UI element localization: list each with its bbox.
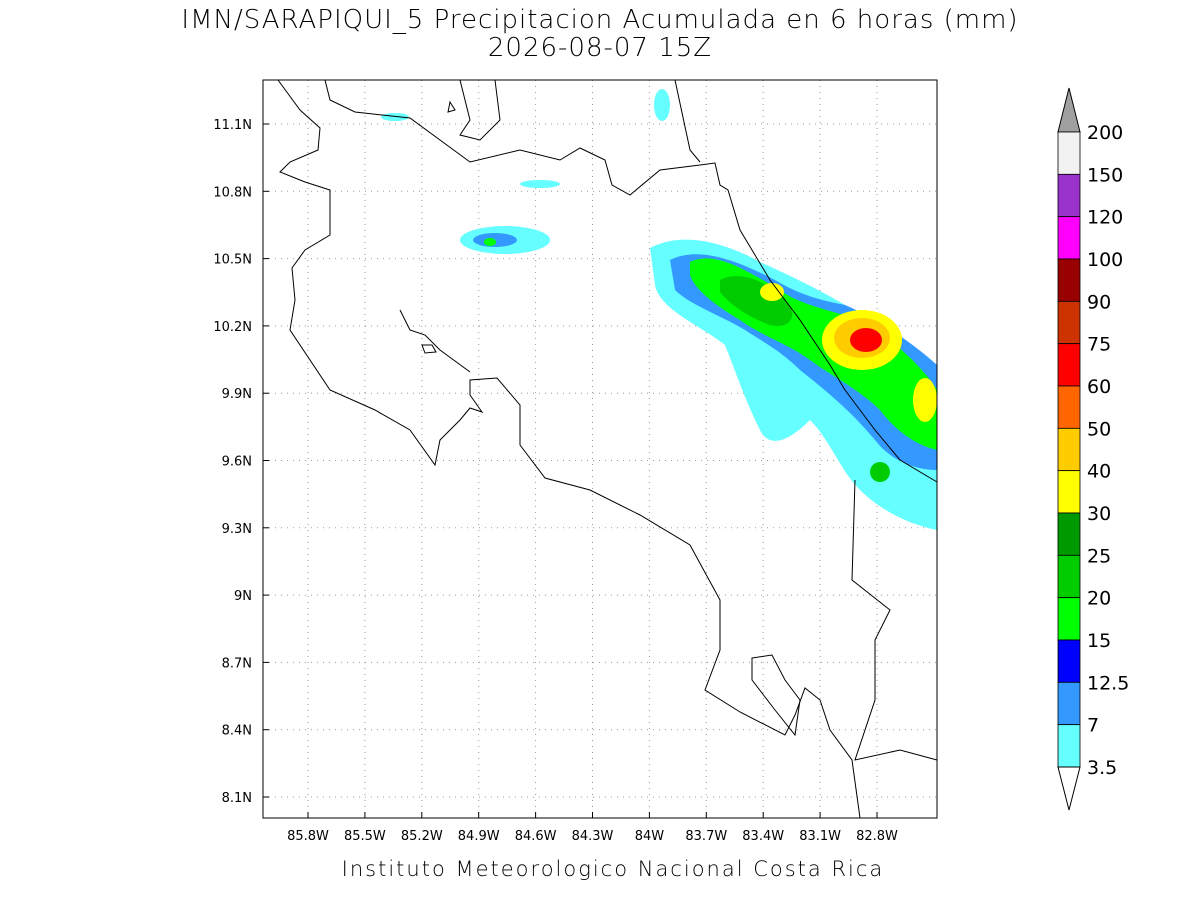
precip-area (381, 113, 409, 121)
colorbar-label: 60 (1087, 376, 1111, 398)
lat-label: 10.8N (213, 185, 252, 200)
lat-label: 9.3N (222, 522, 252, 537)
coastlines (277, 79, 938, 819)
colorbar-swatch (1057, 343, 1081, 387)
colorbar-label: 12.5 (1087, 672, 1129, 694)
colorbar-swatch (1057, 724, 1081, 768)
credit: Instituto Meteorologico Nacional Costa R… (342, 857, 885, 881)
lon-label: 84.9W (458, 829, 500, 844)
colorbar-swatch (1057, 385, 1081, 429)
lon-label: 85.8W (287, 829, 329, 844)
precip-area (913, 378, 937, 422)
precip-area (654, 89, 670, 121)
coastline (447, 100, 456, 113)
coastline (277, 79, 861, 819)
colorbar-label: 50 (1087, 418, 1111, 440)
lat-label: 8.4N (222, 724, 252, 739)
colorbar-label: 40 (1087, 461, 1111, 483)
colorbar-swatch (1057, 512, 1081, 556)
precip-area (760, 283, 784, 301)
colorbar-label: 7 (1087, 715, 1099, 737)
colorbar-label: 20 (1087, 588, 1111, 610)
lat-label: 8.7N (222, 656, 252, 671)
colorbar-swatch (1057, 131, 1081, 175)
precip-area (720, 276, 793, 326)
lon-label: 84.6W (515, 829, 557, 844)
colorbar-swatch (1057, 216, 1081, 260)
colorbar-under (1057, 766, 1081, 811)
lon-label: 85.2W (401, 829, 443, 844)
map-background (263, 80, 937, 818)
precip-area (850, 328, 882, 352)
lat-ticks: 11.1N 10.8N 10.5N 10.2N 9.9N 9.6N 9.3N 9N 8.7N 8.… (213, 118, 269, 806)
lon-label: 84W (635, 829, 665, 844)
colorbar-label: 25 (1087, 545, 1111, 567)
coastline (751, 654, 801, 737)
lon-label: 83.4W (742, 829, 784, 844)
precip-area (520, 180, 560, 188)
colorbar-swatch (1057, 427, 1081, 472)
colorbar-over (1057, 87, 1081, 133)
precip-area (870, 462, 890, 482)
colorbar-swatch (1057, 639, 1081, 683)
lon-label: 85.5W (344, 829, 386, 844)
lon-label: 82.8W (856, 829, 898, 844)
coastline (399, 309, 471, 373)
title: IMN/SARAPIQUI_5 Precipitacion Acumulada … (181, 5, 1018, 35)
colorbar-label: 200 (1087, 122, 1123, 144)
colorbar-swatch (1057, 300, 1081, 345)
subtitle: 2026-08-07 15Z (488, 33, 712, 63)
colorbar: 200 150 120 100 90 75 60 50 40 30 25 20 15 12.5 7 3.5 (1057, 87, 1129, 811)
colorbar-label: 75 (1087, 334, 1111, 356)
border (851, 479, 938, 761)
colorbar-label: 30 (1087, 503, 1111, 525)
colorbar-label: 100 (1087, 249, 1123, 271)
lon-ticks: 85.8W 85.5W 85.2W 84.9W 84.6W 84.3W 84W 83.7W 83… (287, 812, 898, 844)
lon-label: 84.3W (572, 829, 614, 844)
colorbar-label: 90 (1087, 291, 1111, 313)
colorbar-swatch (1057, 554, 1081, 599)
precip-area (484, 238, 496, 246)
colorbar-label: 15 (1087, 630, 1111, 652)
map-area (262, 79, 938, 819)
coastline (674, 79, 701, 163)
lat-label: 9.6N (222, 455, 252, 470)
lat-label: 8.1N (222, 791, 252, 806)
colorbar-swatch (1057, 470, 1081, 514)
colorbar-label: 120 (1087, 207, 1123, 229)
colorbar-label: 3.5 (1087, 757, 1117, 779)
colorbar-swatch (1057, 258, 1081, 302)
map-frame (262, 79, 938, 819)
lon-label: 83.7W (685, 829, 727, 844)
colorbar-swatch (1057, 173, 1081, 218)
colorbar-swatch (1057, 681, 1081, 726)
lat-label: 10.5N (213, 253, 252, 268)
colorbar-swatch (1057, 597, 1081, 641)
lat-label: 10.2N (213, 320, 252, 335)
colorbar-label: 150 (1087, 164, 1123, 186)
grid (263, 80, 937, 818)
coastline (421, 344, 437, 354)
lat-label: 11.1N (213, 118, 252, 133)
precipitation (381, 89, 937, 530)
lat-label: 9N (234, 589, 252, 604)
lat-label: 9.9N (222, 387, 252, 402)
border (324, 79, 938, 483)
coastline (459, 79, 501, 141)
lon-label: 83.1W (799, 829, 841, 844)
